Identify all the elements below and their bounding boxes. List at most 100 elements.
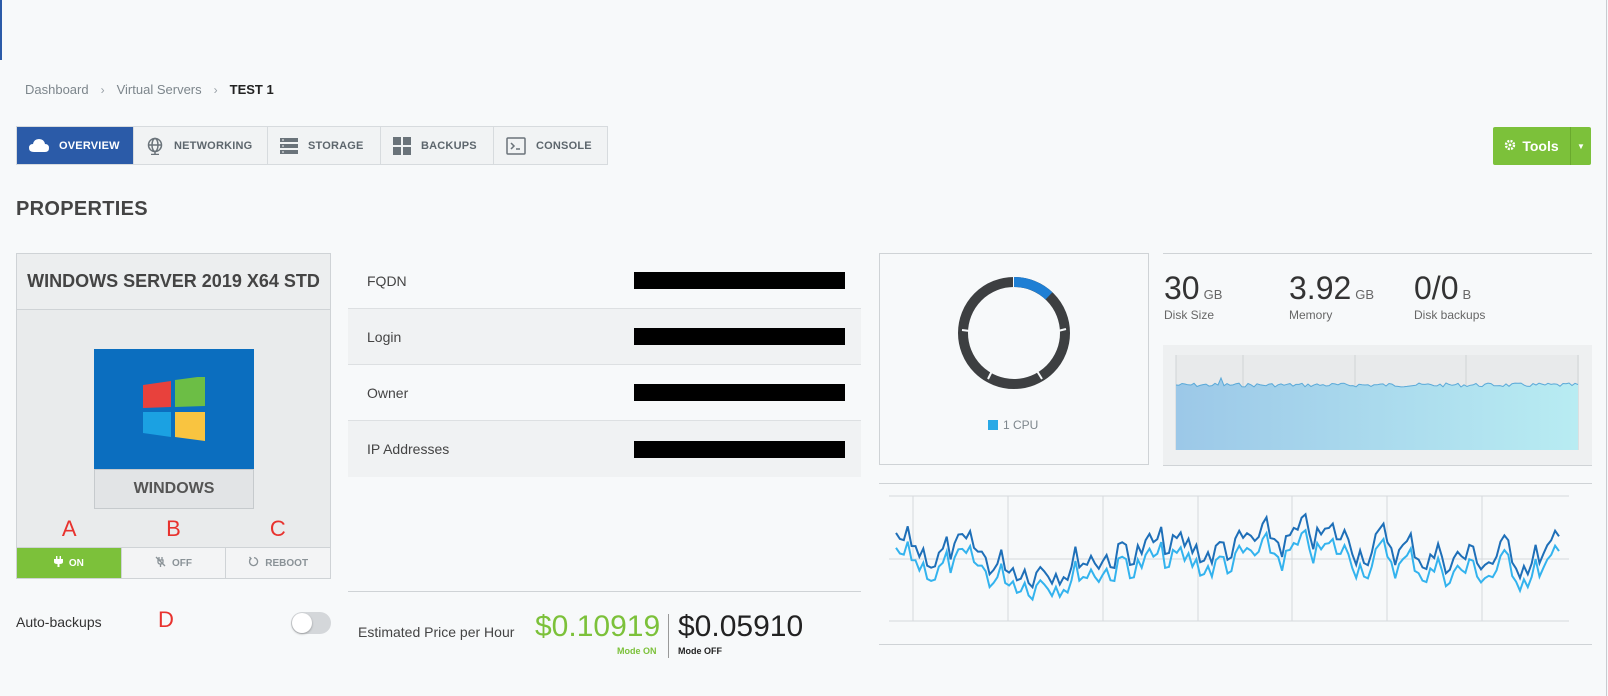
property-key: Owner [367, 384, 409, 401]
stat-label: Disk Size [1164, 308, 1215, 322]
tab-backups[interactable]: BACKUPS [381, 127, 494, 164]
plug-icon [53, 556, 63, 570]
tools-label: Tools [1522, 138, 1559, 154]
tab-label: CONSOLE [536, 139, 592, 152]
stat-unit: B [1462, 287, 1472, 302]
annotation-letters: A B C [17, 516, 330, 542]
unplug-icon [155, 556, 166, 570]
reboot-label: REBOOT [265, 557, 309, 569]
breadcrumb-current: TEST 1 [229, 82, 274, 97]
history-series-light [895, 528, 1560, 602]
toggle-knob [292, 613, 312, 633]
globe-icon [146, 136, 164, 156]
tools-main-button[interactable]: Tools [1493, 127, 1570, 165]
power-off-button[interactable]: OFF [121, 548, 227, 578]
tab-console[interactable]: CONSOLE [494, 127, 607, 164]
tab-storage[interactable]: STORAGE [268, 127, 381, 164]
annotation-b: B [166, 516, 181, 541]
cpu-legend: 1 CPU [988, 418, 1038, 432]
tools-dropdown-toggle[interactable]: ▼ [1570, 127, 1591, 165]
stat-value: 30 [1164, 270, 1200, 306]
property-row-fqdn: FQDN [348, 253, 861, 309]
tab-label: NETWORKING [174, 139, 253, 152]
stat-disk-size: 30 GB Disk Size [1164, 270, 1222, 322]
cpu-donut-track [958, 277, 1070, 389]
chevron-right-icon: › [213, 82, 218, 97]
tab-label: OVERVIEW [59, 139, 120, 152]
annotation-c: C [269, 516, 286, 541]
property-key: Login [367, 328, 402, 345]
property-value-redacted [634, 384, 845, 401]
power-controls: ON OFF REBOOT [17, 547, 331, 578]
scrollbar-track[interactable] [1606, 0, 1607, 696]
cpu-usage-arc [958, 277, 1070, 389]
auto-backups-toggle[interactable] [291, 612, 331, 634]
annotation-a: A [61, 516, 77, 541]
price-mode-off: $0.05910 [678, 610, 804, 643]
os-tile: WINDOWS [94, 349, 254, 509]
server-icon [280, 136, 298, 156]
breadcrumb: Dashboard › Virtual Servers › TEST 1 [25, 82, 274, 97]
property-row-ip-addresses: IP Addresses [348, 421, 861, 477]
cpu-legend-label: 1 CPU [1003, 418, 1039, 432]
os-title: WINDOWS SERVER 2019 X64 STD [17, 254, 330, 310]
memory-area-chart [1175, 355, 1579, 450]
stat-value: 0/0 [1414, 270, 1459, 306]
property-row-login: Login [348, 309, 861, 365]
price-divider [668, 614, 669, 658]
windows-logo-icon [94, 349, 254, 469]
page-title: PROPERTIES [16, 198, 148, 220]
reboot-icon [248, 556, 259, 570]
tab-bar: OVERVIEW NETWORKING STORAGE BACKUPS CONS… [16, 126, 608, 165]
stat-value: 3.92 [1289, 270, 1352, 306]
auto-backups-label: Auto-backups [16, 614, 102, 630]
memory-line [1175, 376, 1579, 388]
cpu-usage-panel: 1 CPU [879, 253, 1149, 465]
power-off-label: OFF [172, 557, 192, 569]
terminal-icon [506, 136, 526, 156]
property-value-redacted [634, 328, 845, 345]
chevron-right-icon: › [100, 82, 105, 97]
caret-down-icon: ▼ [1577, 141, 1585, 151]
stat-disk-backups: 0/0 B Disk backups [1414, 270, 1485, 322]
breadcrumb-virtual-servers-link[interactable]: Virtual Servers [116, 82, 202, 97]
tools-button: Tools ▼ [1493, 127, 1591, 165]
history-series-dark [895, 512, 1560, 590]
power-on-label: ON [68, 557, 84, 569]
os-card: WINDOWS SERVER 2019 X64 STD WINDOWS A B … [16, 253, 331, 579]
cpu-history-chart [879, 483, 1592, 645]
property-value-redacted [634, 272, 845, 289]
legend-swatch [988, 420, 998, 430]
property-value-redacted [634, 440, 845, 458]
cpu-history-line-chart [889, 495, 1569, 622]
stat-label: Disk backups [1414, 308, 1486, 322]
tab-networking[interactable]: NETWORKING [134, 127, 268, 164]
power-on-button[interactable]: ON [17, 548, 122, 578]
property-row-owner: Owner [348, 365, 861, 421]
price-mode-on-caption: Mode ON [617, 646, 657, 656]
annotation-d: D [158, 607, 174, 632]
tab-overview[interactable]: OVERVIEW [17, 127, 134, 164]
gear-icon [1504, 138, 1516, 154]
tab-label: BACKUPS [421, 139, 477, 152]
property-key: IP Addresses [367, 441, 450, 457]
properties-table: FQDN Login Owner IP Addresses [348, 253, 861, 477]
reboot-button[interactable]: REBOOT [226, 548, 331, 578]
os-tile-label: WINDOWS [94, 469, 254, 509]
stat-unit: GB [1355, 287, 1375, 302]
property-key: FQDN [367, 272, 407, 289]
resource-stats: 30 GB Disk Size 3.92 GB Memory 0/0 B Disk b… [1163, 253, 1592, 347]
breadcrumb-dashboard-link[interactable]: Dashboard [25, 82, 89, 97]
stat-memory: 3.92 GB Memory [1289, 270, 1374, 322]
tab-label: STORAGE [308, 139, 364, 152]
memory-usage-chart [1163, 345, 1592, 466]
window-edge [0, 0, 2, 60]
stat-label: Memory [1289, 308, 1333, 322]
price-mode-on: $0.10919 [535, 610, 661, 643]
memory-area-fill [1176, 378, 1578, 450]
cpu-donut-chart [958, 275, 1070, 389]
grid-icon [393, 136, 411, 156]
stat-unit: GB [1203, 287, 1223, 302]
cloud-icon [29, 136, 49, 156]
price-mode-off-caption: Mode OFF [678, 646, 722, 656]
